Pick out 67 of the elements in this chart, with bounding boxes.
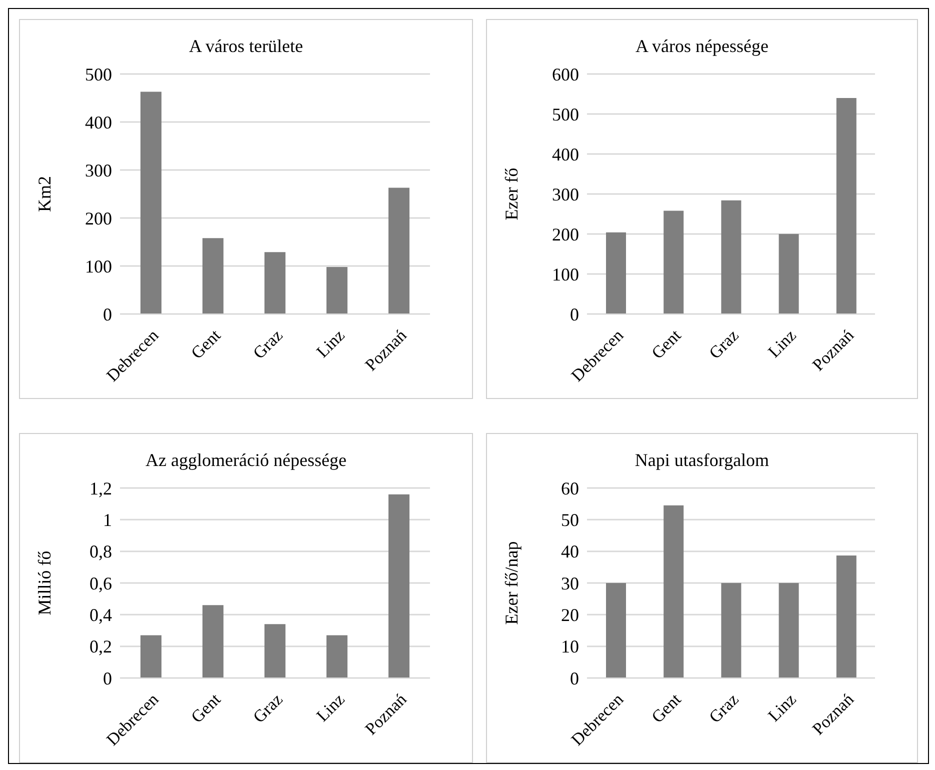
bar [606, 583, 626, 678]
x-tick-label: Graz [249, 689, 287, 727]
bar [721, 583, 742, 678]
bar [264, 252, 286, 314]
chart-title: A város területe [188, 36, 304, 58]
y-tick-label: 400 [552, 144, 579, 164]
y-tick-label: 300 [85, 160, 112, 180]
y-tick-label: 100 [85, 256, 112, 276]
y-tick-label: 200 [552, 224, 579, 244]
chart-title: Napi utasforgalom [634, 450, 770, 472]
bar [140, 635, 162, 678]
bar [202, 605, 224, 678]
y-tick-label: 1,2 [90, 478, 112, 498]
y-tick-label: 0 [570, 668, 579, 688]
bar [664, 210, 684, 314]
x-tick-label: Gent [187, 326, 224, 363]
bar [326, 266, 348, 314]
bar [264, 624, 286, 678]
y-tick-label: 0 [103, 304, 112, 324]
y-tick-label: 1 [103, 510, 112, 530]
y-tick-label: 0,8 [90, 542, 112, 562]
x-tick-label: Gent [648, 326, 685, 363]
y-tick-label: 0 [570, 304, 579, 324]
y-tick-label: 500 [552, 104, 579, 124]
x-tick-label: Gent [187, 690, 224, 727]
y-tick-label: 40 [561, 542, 579, 562]
bar [721, 200, 742, 314]
y-tick-label: 400 [85, 112, 112, 132]
y-tick-label: 0 [103, 668, 112, 688]
y-tick-label: 60 [561, 478, 579, 498]
x-tick-label: Graz [705, 689, 743, 727]
y-axis-title: Km2 [34, 176, 54, 212]
bar [388, 494, 410, 678]
y-tick-label: 20 [561, 605, 579, 626]
y-axis-title: Millió fő [34, 550, 54, 616]
y-tick-label: 100 [552, 264, 579, 284]
y-tick-label: 200 [85, 208, 112, 228]
chart-title: A város népessége [634, 36, 770, 58]
y-tick-label: 0,4 [90, 605, 112, 626]
bar [836, 555, 856, 678]
bar [202, 238, 224, 314]
x-tick-label: Linz [312, 689, 349, 726]
x-tick-label: Gent [648, 690, 685, 727]
x-tick-label: Linz [312, 325, 349, 362]
y-tick-label: 0,2 [90, 636, 112, 657]
bar [778, 583, 799, 678]
y-axis-title: Ezer fő/nap [501, 541, 522, 625]
x-tick-label: Graz [249, 325, 287, 363]
x-tick-label: Linz [764, 325, 800, 362]
bar [778, 234, 799, 314]
bar [606, 232, 626, 314]
y-tick-label: 50 [561, 510, 579, 530]
chart-title: Az agglomeráció népessége [144, 450, 348, 472]
y-tick-label: 600 [552, 64, 579, 84]
bar [664, 505, 684, 678]
y-tick-label: 0,6 [90, 573, 112, 594]
bar [326, 635, 348, 678]
bar [388, 188, 410, 314]
y-axis-title: Ezer fő [501, 168, 522, 220]
bar [836, 98, 856, 314]
y-tick-label: 30 [561, 573, 579, 594]
y-tick-label: 10 [561, 636, 579, 657]
bar [140, 92, 162, 314]
x-tick-label: Linz [764, 689, 800, 726]
y-tick-label: 500 [85, 64, 112, 84]
x-tick-label: Graz [705, 325, 743, 363]
y-tick-label: 300 [552, 184, 579, 204]
